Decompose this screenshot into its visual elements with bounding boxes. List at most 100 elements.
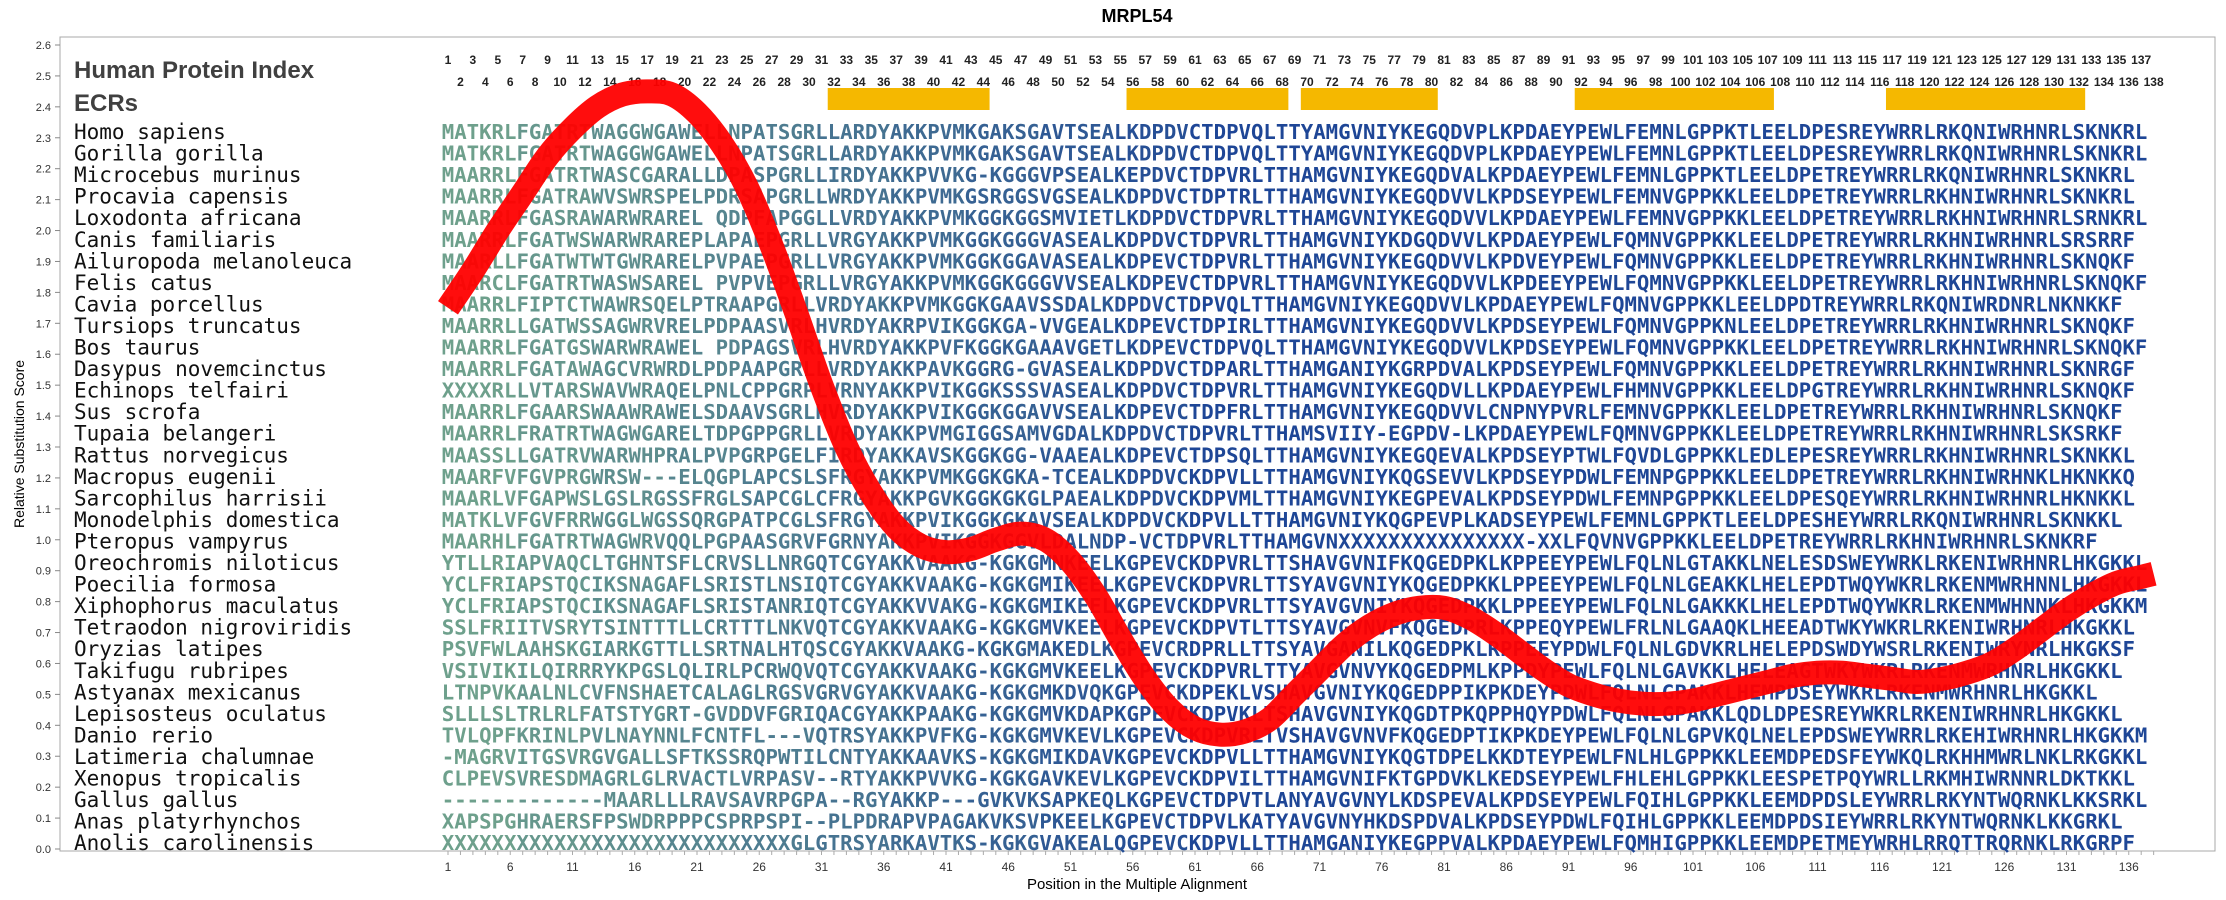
line-series xyxy=(438,79,2157,747)
y-tick-label: 1.8 xyxy=(36,287,51,299)
y-tick-label: 0.8 xyxy=(36,597,51,609)
sequence-row: -MAGRV ITGSVR GVGALL SFTKSS RQPWTI LCNTYA KKAA… xyxy=(442,745,2148,769)
x-tick-label: 86 xyxy=(1500,860,1514,874)
sequence-chunk: VNIYKE xyxy=(1338,314,1413,338)
sequence-chunk: PDAEYP xyxy=(1488,292,1563,316)
sequence-chunk: YPEWLF xyxy=(1562,336,1637,360)
sequence-chunk: S-KGKG xyxy=(965,831,1040,855)
index-label: 109 xyxy=(1783,53,1803,67)
sequence-chunk: FIPTCT xyxy=(516,292,591,316)
sequence-chunk: FGAPWS xyxy=(516,486,591,510)
species-name: Tupaia belangeri xyxy=(74,422,276,446)
sequence-chunk: EGQDVP xyxy=(1413,142,1488,166)
sequence-chunk: PEWLFN xyxy=(1562,745,1637,769)
species-name: Sarcophilus harrisii xyxy=(74,486,327,510)
sequence-chunk: LNLGDV xyxy=(1637,637,1712,661)
sequence-chunk: KHNIWR xyxy=(1936,443,2012,467)
sequence-chunk: LTTHAM xyxy=(1263,336,1338,360)
sequence-chunk: GGKGA- xyxy=(965,314,1040,338)
sequence-chunk: KKLEEL xyxy=(1712,486,1787,510)
sequence-chunk: YPEWLF xyxy=(1562,206,1637,230)
index-label: 70 xyxy=(1300,75,1314,89)
series-line-1 xyxy=(438,79,2157,747)
sequence-chunk: KKAVSK xyxy=(890,443,965,467)
species-name: Lepisosteus oculatus xyxy=(74,702,327,726)
sequence-chunk: LSKNKR xyxy=(2010,529,2086,553)
sequence-chunk: SAPCGL xyxy=(741,486,816,510)
sequence-chunk: VSIVIK xyxy=(442,659,517,683)
sequence-chunk: G-KGKG xyxy=(965,594,1040,618)
sequence-chunk: EWLFQM xyxy=(1562,422,1637,446)
plot-area xyxy=(59,36,2216,852)
sequence-chunk: VPSEAL xyxy=(1039,163,1114,187)
sequence-chunk: DPVLLT xyxy=(1189,508,1264,532)
sequence-chunk: AKVKSV xyxy=(965,810,1040,834)
sequence-chunk: GKGAAV xyxy=(965,292,1040,316)
index-label: 8 xyxy=(532,75,539,89)
sequence-chunk: NVGPPK xyxy=(1637,400,1712,424)
sequence-chunk: DPGTRE xyxy=(1786,379,1861,403)
sequence-chunk: TTHAMG xyxy=(1263,379,1338,403)
index-label: 107 xyxy=(1758,53,1778,67)
sequence-chunk: PDSIEY xyxy=(1786,810,1861,834)
sequence-chunk: SMVIET xyxy=(1039,206,1114,230)
sequence-chunk: HNRLHK xyxy=(2010,486,2085,510)
sequence-chunk: LKPDSE xyxy=(1488,336,1563,360)
sequence-chunk: APSTQC xyxy=(516,573,591,597)
sequence-chunk: RQTTRQ xyxy=(1936,831,2011,855)
sequence-chunk: YWRRLR xyxy=(1861,163,1937,187)
sequence-chunk: NYHKDS xyxy=(1338,810,1413,834)
index-label: 7 xyxy=(519,53,526,67)
sequence-chunk: GVNIFK xyxy=(1338,551,1413,575)
sequence-chunk: KDPVRL xyxy=(1189,659,1264,683)
sequence-row: MAARRL FGATGS WARWRA WEL PD PAGSVR LHVRDY AKKP… xyxy=(442,336,2148,360)
index-label: 27 xyxy=(765,53,779,67)
sequence-chunk: VASEAL xyxy=(1039,249,1114,273)
sequence-chunk: WVSWRS xyxy=(591,185,666,209)
sequence-chunk: VNIYKQ xyxy=(1338,745,1413,769)
sequence-chunk: CLPEVS xyxy=(442,767,517,791)
chart-title: MRPL54 xyxy=(1101,6,1172,26)
index-label: 114 xyxy=(1845,75,1865,89)
sequence-chunk: AKKPVM xyxy=(890,271,965,295)
sequence-chunk: -MAGRV xyxy=(442,745,517,769)
sequence-chunk: KPDAEY xyxy=(1488,228,1563,252)
sequence-chunk: NNRLDK xyxy=(2010,767,2085,791)
index-label: 60 xyxy=(1176,75,1190,89)
sequence-chunk: AFLSRI xyxy=(666,594,741,618)
index-label: 3 xyxy=(470,53,477,67)
sequence-chunk: EYWRRL xyxy=(1861,271,1936,295)
sequence-chunk: ------ xyxy=(516,788,591,812)
sequence-chunk: GVNIYK xyxy=(1338,336,1413,360)
index-label: 87 xyxy=(1512,53,1526,67)
sequence-chunk: KGGKGA xyxy=(965,336,1040,360)
sequence-chunk: LHVRDY xyxy=(815,336,890,360)
sequence-chunk: DPDVCT xyxy=(1114,292,1189,316)
sequence-chunk: PDWLFE xyxy=(1562,465,1637,489)
sequence-chunk: GGKGGA xyxy=(965,400,1040,424)
sequence-chunk: HNRLSR xyxy=(2010,228,2086,252)
sequence-chunk: QMNVGP xyxy=(1637,271,1712,295)
sequence-chunk: KGPEVC xyxy=(1114,745,1189,769)
sequence-chunk: REL PV xyxy=(666,271,741,295)
sequence-chunk: G-KGKG xyxy=(965,659,1040,683)
sequence-chunk: DPEDSF xyxy=(1786,745,1861,769)
sequence-chunk: KDPVLL xyxy=(1189,465,1264,489)
sequence-chunk: -PLPDR xyxy=(815,810,891,834)
sequence-chunk: YWRRLR xyxy=(1861,185,1937,209)
sequence-chunk: IGGSAM xyxy=(965,422,1040,446)
sequence-chunk: AKKLNE xyxy=(1712,551,1787,575)
sequence-row: MAARLV FGAPWS LGSLRG SSFRGL SAPCGL CFRGYA KKPG… xyxy=(442,486,2135,510)
sequence-chunk: RELPDP xyxy=(666,314,741,338)
sequence-chunk: KDPVIL xyxy=(1189,767,1264,791)
sequence-chunk: YPEWLF xyxy=(1562,142,1637,166)
sequence-chunk: AKKPVM xyxy=(890,142,965,166)
sequence-chunk: EELDPE xyxy=(1712,529,1787,553)
sequence-chunk: ATPCGL xyxy=(741,508,816,532)
sequence-chunk: NRLSKN xyxy=(2011,400,2086,424)
sequence-chunk: KKPVVK xyxy=(890,163,965,187)
sequence-row: MAARRL FRATRT WAGWGA RELTDP GPPGRL LVRDYA KKPV… xyxy=(442,422,2123,446)
sequence-chunk: NIYKEG xyxy=(1338,292,1413,316)
y-tick-label: 0.4 xyxy=(36,720,51,732)
sequence-chunk: LKPPEE xyxy=(1488,551,1563,575)
